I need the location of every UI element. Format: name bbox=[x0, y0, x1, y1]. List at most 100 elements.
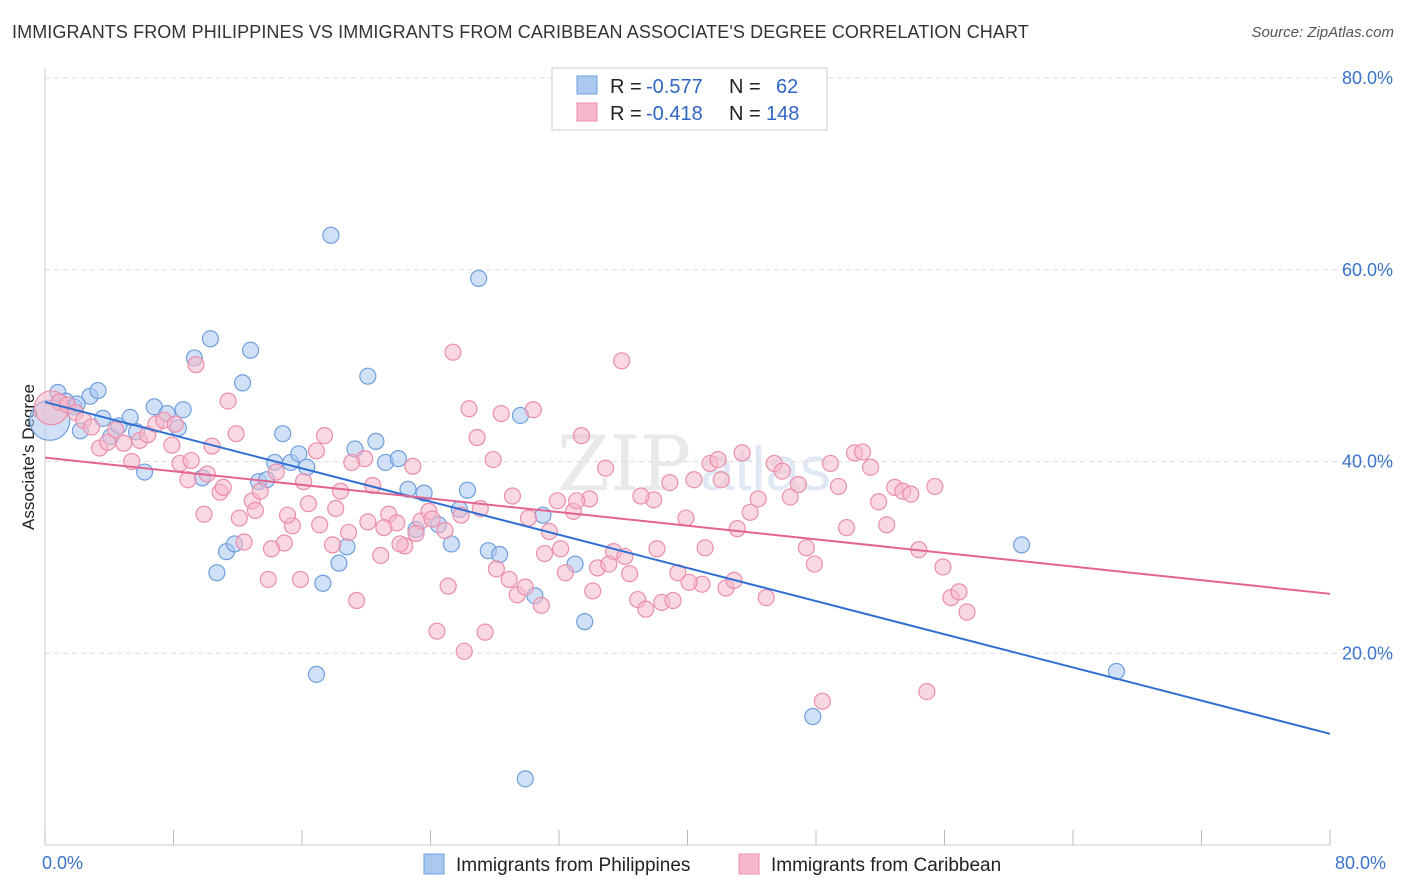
point-philippines bbox=[359, 367, 377, 385]
point-caribbean bbox=[934, 558, 952, 576]
series-caribbean bbox=[33, 343, 976, 710]
point-caribbean bbox=[444, 343, 462, 361]
point-philippines bbox=[89, 381, 107, 400]
point-caribbean bbox=[853, 443, 872, 461]
point-caribbean bbox=[428, 622, 446, 640]
point-philippines bbox=[121, 408, 139, 426]
point-philippines bbox=[1012, 536, 1031, 554]
point-caribbean bbox=[339, 523, 358, 542]
point-caribbean bbox=[259, 570, 277, 589]
point-caribbean bbox=[230, 509, 248, 527]
legend-r-label-2: R = bbox=[610, 103, 642, 125]
point-philippines bbox=[274, 425, 292, 443]
legend-r-value-2: -0.418 bbox=[646, 103, 703, 125]
y-tick-label: 80.0% bbox=[1342, 68, 1393, 88]
point-caribbean bbox=[182, 451, 200, 470]
y-tick-labels: 20.0% 40.0% 60.0% 80.0% bbox=[1342, 68, 1393, 663]
point-caribbean bbox=[789, 475, 807, 494]
point-caribbean bbox=[664, 591, 682, 610]
point-caribbean bbox=[307, 442, 326, 460]
point-philippines bbox=[804, 707, 822, 726]
point-caribbean bbox=[503, 487, 522, 505]
point-philippines bbox=[399, 480, 417, 498]
point-caribbean bbox=[781, 488, 799, 506]
point-caribbean bbox=[712, 471, 730, 489]
point-caribbean bbox=[348, 591, 366, 610]
point-philippines bbox=[208, 564, 226, 582]
point-caribbean bbox=[331, 482, 350, 500]
point-caribbean bbox=[862, 458, 880, 476]
point-caribbean bbox=[805, 555, 823, 573]
point-caribbean bbox=[327, 499, 345, 518]
point-caribbean bbox=[661, 473, 679, 492]
legend-r-label-1: R = bbox=[610, 76, 642, 98]
bottom-legend-label-caribbean: Immigrants from Caribbean bbox=[771, 855, 1001, 876]
point-caribbean bbox=[519, 509, 538, 527]
point-caribbean bbox=[552, 540, 570, 558]
point-caribbean bbox=[749, 490, 767, 508]
point-caribbean bbox=[262, 540, 281, 558]
point-caribbean bbox=[82, 418, 101, 436]
point-caribbean bbox=[596, 459, 615, 477]
point-caribbean bbox=[548, 492, 566, 510]
point-caribbean bbox=[524, 401, 542, 419]
point-caribbean bbox=[404, 457, 422, 475]
bottom-legend-swatch-caribbean bbox=[738, 853, 760, 875]
y-tick-label: 40.0% bbox=[1342, 452, 1393, 472]
point-caribbean bbox=[343, 453, 361, 472]
point-caribbean bbox=[278, 506, 297, 524]
point-caribbean bbox=[372, 546, 390, 565]
point-caribbean bbox=[214, 478, 232, 496]
legend-box-frame bbox=[551, 67, 828, 131]
point-caribbean bbox=[829, 477, 848, 496]
point-caribbean bbox=[709, 450, 727, 469]
point-philippines bbox=[135, 463, 154, 481]
point-caribbean bbox=[600, 555, 618, 573]
point-caribbean bbox=[918, 682, 936, 701]
point-caribbean bbox=[950, 583, 968, 601]
point-caribbean bbox=[219, 392, 237, 410]
point-philippines bbox=[516, 770, 534, 788]
point-philippines bbox=[322, 226, 340, 244]
point-philippines bbox=[389, 450, 407, 468]
point-caribbean bbox=[460, 400, 478, 418]
chart-source: Source: ZipAtlas.com bbox=[1251, 24, 1394, 41]
point-caribbean bbox=[613, 352, 631, 370]
point-caribbean bbox=[187, 356, 205, 374]
point-caribbean bbox=[677, 509, 695, 527]
point-caribbean bbox=[455, 642, 473, 660]
point-caribbean bbox=[439, 577, 457, 595]
point-caribbean bbox=[315, 427, 334, 445]
point-caribbean bbox=[500, 570, 518, 589]
point-caribbean bbox=[311, 516, 329, 534]
point-caribbean bbox=[468, 428, 486, 447]
point-caribbean bbox=[621, 565, 639, 583]
point-caribbean bbox=[107, 421, 125, 439]
point-caribbean bbox=[115, 434, 133, 452]
point-caribbean bbox=[878, 516, 896, 534]
point-caribbean bbox=[251, 482, 269, 500]
legend-n-label-1: N = bbox=[729, 76, 761, 98]
chart-title: IMMIGRANTS FROM PHILIPPINES VS IMMIGRANT… bbox=[12, 22, 1029, 42]
point-philippines bbox=[233, 374, 252, 392]
legend-n-value-1: 62 bbox=[776, 76, 798, 98]
point-caribbean bbox=[696, 539, 714, 557]
point-philippines bbox=[290, 445, 308, 463]
point-caribbean bbox=[227, 425, 245, 443]
legend-n-value-2: 148 bbox=[766, 103, 799, 125]
point-philippines bbox=[307, 665, 326, 683]
point-caribbean bbox=[637, 600, 655, 618]
point-caribbean bbox=[741, 503, 759, 521]
point-caribbean bbox=[246, 501, 265, 519]
point-caribbean bbox=[323, 536, 342, 554]
point-caribbean bbox=[685, 471, 703, 489]
point-caribbean bbox=[195, 505, 213, 523]
point-caribbean bbox=[926, 477, 944, 496]
bottom-legend-label-philippines: Immigrants from Philippines bbox=[456, 855, 690, 876]
y-tick-label: 20.0% bbox=[1342, 643, 1393, 663]
legend-swatch-philippines bbox=[576, 75, 598, 95]
point-caribbean bbox=[163, 436, 181, 454]
point-caribbean bbox=[299, 495, 318, 513]
point-caribbean bbox=[492, 404, 510, 423]
